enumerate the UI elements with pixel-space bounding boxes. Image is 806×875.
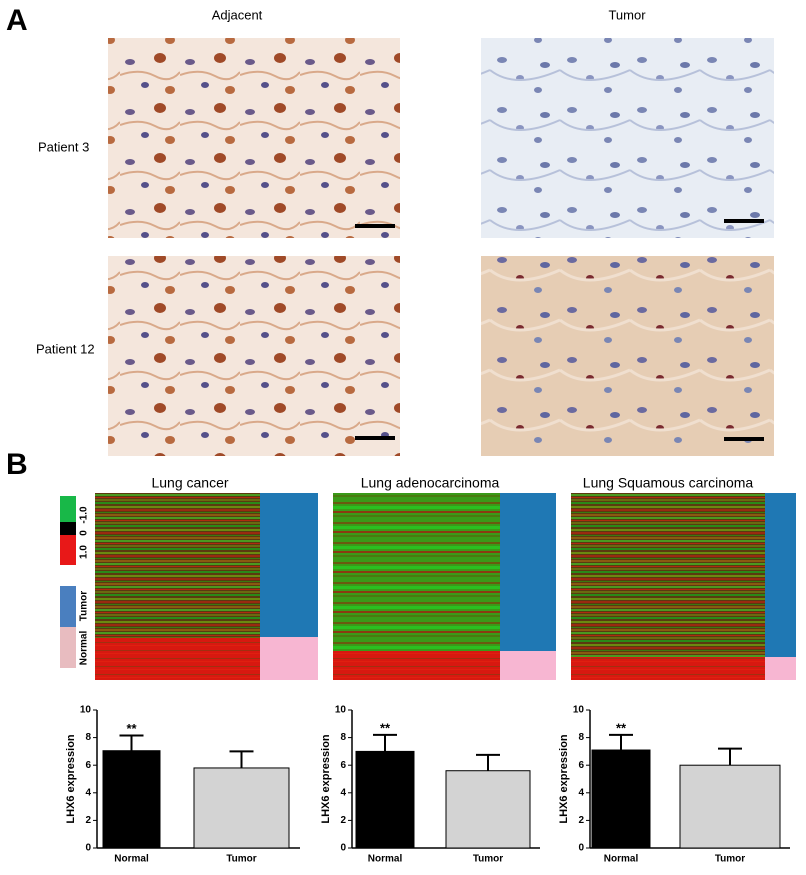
column-label: Tumor — [608, 7, 646, 22]
micrograph — [481, 38, 774, 238]
x-tick-label: Tumor — [226, 854, 256, 865]
heatmap-title: Lung adenocarcinoma — [361, 475, 500, 491]
column-label: Adjacent — [212, 7, 263, 22]
group-bar — [500, 651, 556, 680]
y-tick-label: 4 — [340, 787, 346, 798]
y-tick-label: 10 — [573, 705, 585, 716]
bar — [193, 767, 290, 849]
scale-bar — [724, 437, 764, 441]
y-axis-label: LHX6 expression — [558, 734, 570, 824]
y-tick-label: 10 — [80, 705, 92, 716]
y-tick-label: 0 — [340, 843, 346, 854]
group-bar — [260, 637, 318, 680]
row-label: Patient 3 — [38, 139, 89, 154]
significance: ** — [616, 720, 627, 735]
y-tick-label: 2 — [578, 815, 584, 826]
bar — [102, 750, 161, 849]
significance: ** — [380, 720, 391, 735]
y-tick-label: 6 — [340, 760, 346, 771]
group-swatch — [60, 627, 76, 668]
row-label: Patient 12 — [36, 341, 95, 356]
x-tick-label: Normal — [604, 854, 639, 865]
bar — [445, 770, 531, 849]
heatmap — [571, 493, 765, 657]
heatmap-title: Lung cancer — [151, 475, 228, 491]
heatmap — [571, 657, 765, 680]
y-tick-label: 4 — [578, 787, 584, 798]
heatmap-title: Lung Squamous carcinoma — [583, 475, 754, 491]
y-tick-label: 0 — [85, 843, 91, 854]
micrograph — [108, 38, 400, 238]
heatmap — [333, 651, 500, 680]
heatmap — [333, 493, 500, 651]
scale-label: -1.0 — [79, 506, 90, 524]
scale-swatch — [60, 496, 76, 522]
y-axis-label: LHX6 expression — [65, 734, 77, 824]
y-tick-label: 0 — [578, 843, 584, 854]
group-label: Tumor — [79, 591, 90, 621]
group-label: Normal — [79, 631, 90, 666]
y-tick-label: 6 — [85, 760, 91, 771]
micrograph — [108, 256, 400, 456]
y-tick-label: 4 — [85, 787, 91, 798]
heatmap — [95, 638, 260, 680]
y-axis-label: LHX6 expression — [320, 734, 332, 824]
bar — [591, 749, 651, 849]
x-tick-label: Tumor — [715, 854, 745, 865]
x-tick-label: Normal — [114, 854, 149, 865]
group-bar — [260, 493, 318, 637]
y-tick-label: 8 — [340, 732, 346, 743]
scale-bar — [355, 224, 395, 228]
group-bar — [500, 493, 556, 651]
scale-bar — [355, 436, 395, 440]
y-tick-label: 2 — [85, 815, 91, 826]
x-tick-label: Tumor — [473, 854, 503, 865]
heatmap — [95, 493, 260, 638]
group-swatch — [60, 586, 76, 627]
scale-label: 0 — [79, 530, 90, 536]
y-tick-label: 8 — [578, 732, 584, 743]
panel-label: B — [6, 448, 28, 481]
group-bar — [765, 493, 796, 657]
x-tick-label: Normal — [368, 854, 403, 865]
scale-swatch — [60, 522, 76, 535]
y-tick-label: 2 — [340, 815, 346, 826]
scale-bar — [724, 219, 764, 223]
significance: ** — [126, 721, 137, 736]
y-tick-label: 8 — [85, 732, 91, 743]
micrograph — [481, 256, 774, 456]
y-tick-label: 6 — [578, 760, 584, 771]
scale-swatch — [60, 535, 76, 565]
bar — [355, 750, 415, 849]
group-bar — [765, 657, 796, 680]
bar — [679, 764, 781, 849]
y-tick-label: 10 — [335, 705, 347, 716]
panel-label: A — [6, 4, 28, 37]
scale-label: 1.0 — [79, 545, 90, 559]
